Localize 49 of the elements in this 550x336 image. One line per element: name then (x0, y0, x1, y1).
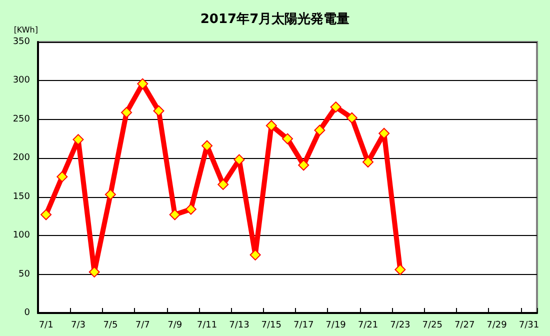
point (362, 156, 374, 168)
y-tick-label: 0 (24, 308, 30, 318)
x-tick-label: 7/1 (38, 320, 54, 330)
x-tick-label: 7/7 (135, 320, 150, 330)
y-tick-label: 250 (12, 114, 30, 124)
point (298, 160, 310, 171)
point (185, 204, 196, 215)
y-axis-title: [KWh] (14, 26, 38, 34)
point (202, 140, 213, 152)
x-tick-label: 7/21 (358, 320, 378, 330)
point (104, 189, 116, 200)
point (72, 134, 84, 146)
point (218, 178, 229, 190)
point (234, 154, 245, 166)
x-tick-label: 7/5 (103, 320, 118, 330)
point (282, 133, 293, 144)
point (153, 105, 164, 116)
point (266, 120, 277, 132)
x-tick-label: 7/27 (454, 320, 475, 330)
point (169, 209, 180, 220)
point (330, 102, 342, 113)
chart-title: 2017年7月太陽光発電量 (200, 12, 350, 27)
x-tick-label: 7/9 (168, 320, 182, 330)
x-tick-label: 7/3 (71, 320, 86, 330)
point (40, 209, 52, 220)
x-tick-label: 7/11 (196, 320, 218, 330)
x-tick-label: 7/17 (293, 320, 314, 330)
y-tick-label: 150 (12, 192, 30, 202)
point (56, 171, 68, 182)
point (346, 112, 358, 124)
point (378, 128, 390, 139)
x-tick-label: 7/15 (261, 320, 282, 330)
point (250, 249, 261, 260)
x-tick-label: 7/29 (486, 320, 508, 330)
y-tick-label: 350 (12, 37, 30, 47)
point (88, 266, 100, 278)
y-tick-label: 300 (12, 76, 30, 86)
x-tick-label: 7/19 (326, 320, 346, 330)
point (137, 78, 148, 90)
x-tick-label: 7/31 (518, 320, 540, 330)
point (121, 106, 132, 118)
x-tick-label: 7/23 (390, 320, 410, 330)
x-tick-label: 7/25 (422, 320, 442, 330)
y-tick-label: 200 (12, 153, 30, 164)
point (394, 264, 406, 276)
y-tick-label: 100 (12, 230, 30, 241)
point (314, 124, 326, 136)
y-tick-label: 50 (18, 269, 30, 280)
x-tick-label: 7/13 (229, 320, 250, 330)
